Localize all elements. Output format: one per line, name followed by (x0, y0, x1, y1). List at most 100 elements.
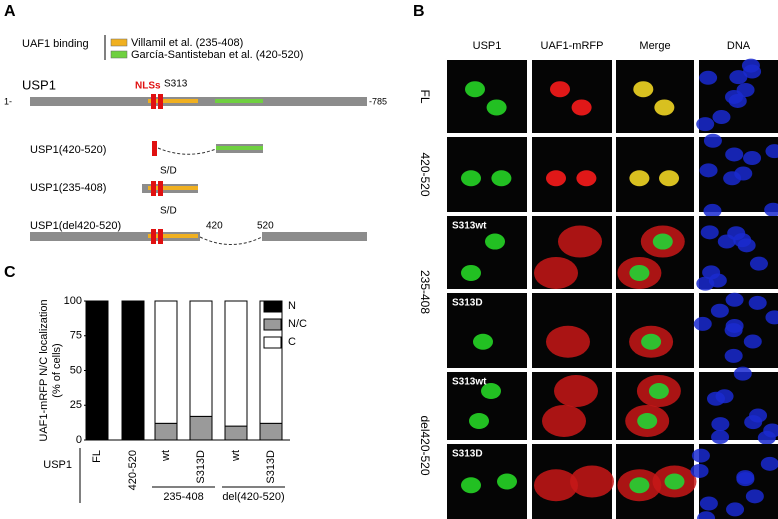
nls (151, 181, 156, 196)
nucleus (733, 366, 752, 381)
nucleus (710, 303, 729, 318)
nucleus (760, 456, 778, 471)
nucleus (725, 318, 744, 333)
nucleus (664, 473, 685, 490)
region (216, 146, 263, 150)
nucleus (571, 99, 592, 116)
variant-label: USP1(del420-520) (30, 220, 121, 232)
x-tick-label: wt (160, 450, 172, 462)
legend-label: N (288, 300, 296, 312)
column-header: Merge (639, 40, 670, 52)
column-header: DNA (727, 40, 751, 52)
micrograph (447, 293, 527, 368)
bar-segment (259, 422, 283, 441)
deletion (199, 236, 263, 245)
nucleus (629, 264, 650, 281)
nucleus (659, 170, 680, 187)
row-label: del420-520 (418, 415, 432, 475)
nucleus (473, 333, 493, 350)
micrograph (616, 137, 694, 212)
nucleus (706, 391, 725, 406)
nucleus (491, 170, 512, 187)
bar-segment (121, 300, 145, 441)
bar-segment (85, 300, 109, 441)
x-tick-label: S313D (195, 450, 207, 484)
row-label: 420-520 (418, 152, 432, 196)
protein-bar (262, 232, 367, 241)
nucleus (486, 99, 507, 116)
protein-label: USP1 (22, 77, 56, 92)
y-tick-label: 75 (70, 330, 82, 342)
cell-body (534, 256, 578, 289)
micrograph (616, 60, 694, 133)
nucleus (737, 238, 756, 253)
bar-segment (224, 300, 248, 427)
nucleus (743, 64, 762, 79)
nucleus (469, 412, 489, 429)
group-label: 235-408 (163, 491, 203, 503)
bar-segment (189, 415, 213, 441)
y-axis-label: UAF1-mRFP N/C localization (38, 299, 50, 441)
swatch (110, 38, 128, 47)
gap-label: 420 (206, 221, 223, 232)
micrograph (532, 137, 612, 212)
region (148, 99, 198, 103)
nucleus (699, 70, 718, 85)
nucleus (461, 170, 481, 187)
nucleus (696, 117, 715, 132)
nucleus (711, 430, 730, 445)
nucleus (691, 448, 710, 463)
nucleus (725, 147, 744, 162)
nucleus (485, 233, 505, 250)
end: -785 (369, 96, 387, 106)
y-tick-label: 0 (76, 434, 82, 446)
x-tick-label: wt (230, 450, 242, 462)
column-header: USP1 (473, 40, 502, 52)
bar-segment (154, 422, 178, 441)
legend-label: N/C (288, 318, 307, 330)
nucleus (481, 383, 501, 400)
nucleus (749, 256, 768, 271)
nls (158, 229, 163, 244)
nucleus (765, 310, 778, 325)
nucleus (637, 412, 658, 429)
y-tick-label: 25 (70, 399, 82, 411)
legend-entry: Villamil et al. (235-408) (131, 37, 243, 49)
nucleus (461, 477, 481, 494)
legend-swatch (263, 300, 282, 313)
nucleus (690, 463, 709, 478)
micrograph (532, 60, 612, 133)
gap-label: 520 (257, 221, 274, 232)
bar-segment (189, 300, 213, 417)
site-label: S313 (164, 79, 188, 90)
nucleus (699, 163, 718, 178)
nucleus (744, 415, 763, 430)
nucleus (763, 423, 778, 438)
micrograph (447, 137, 527, 212)
nls-label: NLSs (135, 81, 161, 92)
nucleus (743, 151, 762, 166)
legend-entry: García-Santisteban et al. (420-520) (131, 49, 303, 61)
micrograph (447, 216, 527, 289)
nucleus (711, 417, 730, 432)
nucleus (465, 81, 485, 98)
nucleus (550, 81, 570, 98)
nucleus (652, 233, 673, 250)
nls (152, 141, 157, 156)
cell-body (570, 465, 614, 498)
inner-label: S313wt (452, 221, 487, 232)
nucleus (712, 110, 731, 125)
nucleus (693, 316, 712, 331)
cell-body (542, 404, 586, 437)
nucleus (729, 70, 748, 85)
nucleus (546, 170, 566, 187)
nucleus (641, 333, 662, 350)
row-label: USP1 (43, 459, 72, 471)
nucleus (764, 202, 778, 217)
cell-body (534, 469, 578, 502)
x-tick-label: FL (91, 450, 103, 463)
cell-body (546, 325, 590, 358)
row-label: 235-408 (418, 270, 432, 314)
protein-bar (30, 97, 367, 106)
